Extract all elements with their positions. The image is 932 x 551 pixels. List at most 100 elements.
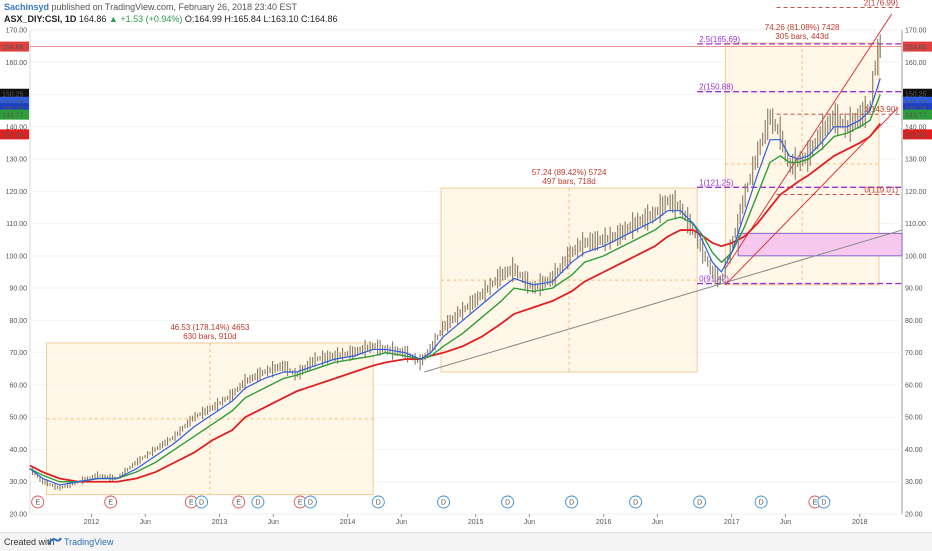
- y-tick-right: 50.00: [905, 415, 923, 422]
- x-tick-label: Jun: [780, 519, 791, 526]
- left-price-tag-label: 137.65: [2, 132, 24, 139]
- y-tick-left: 160.00: [6, 60, 28, 67]
- y-tick-right: 60.00: [905, 382, 923, 389]
- y-tick-left: 80.00: [9, 318, 27, 325]
- x-tick-label: Jun: [268, 519, 279, 526]
- dividend-event-icon: [437, 495, 451, 509]
- dividend-event-icon: [371, 495, 385, 509]
- price-axis-tag-label: 143.77: [905, 113, 927, 120]
- dividend-event-icon: [754, 495, 768, 509]
- y-tick-left: 90.00: [9, 286, 27, 293]
- y-tick-left: 40.00: [9, 447, 27, 454]
- event-marker-label: D: [821, 500, 826, 507]
- y-tick-left: 120.00: [6, 189, 28, 196]
- dividend-event-icon: [501, 495, 515, 509]
- publish-info: published on TradingView.com, February 2…: [51, 2, 298, 12]
- left-price-tag: [0, 103, 29, 114]
- price-axis-tag: [903, 109, 932, 120]
- trendline: [424, 229, 903, 373]
- price-axis-tag-label: 150.25: [905, 92, 927, 99]
- price-axis-tag-label: 137.65: [905, 132, 927, 139]
- symbol-label[interactable]: ASX_DIY:CSI, 1D: [4, 14, 77, 24]
- y-tick-left: 20.00: [9, 512, 27, 519]
- y-tick-left: 100.00: [6, 253, 28, 260]
- earnings-event-icon: [232, 495, 246, 509]
- event-marker-label: D: [569, 500, 574, 507]
- event-marker-label: D: [505, 500, 510, 507]
- x-tick-label: 2017: [724, 519, 740, 526]
- dividend-event-icon: [565, 495, 579, 509]
- left-price-tag: [0, 41, 29, 52]
- event-marker-label: D: [376, 500, 381, 507]
- publish-header: Sachinsyd published on TradingView.com, …: [4, 2, 297, 12]
- price-axis-tag: [903, 103, 932, 114]
- event-marker-label: D: [697, 500, 702, 507]
- tradingview-logo-icon: [48, 537, 62, 545]
- event-marker-label: E: [813, 500, 818, 507]
- footer-bar: Created with TradingView: [0, 532, 932, 551]
- measure-bars-label: 497 bars, 718d: [542, 177, 595, 186]
- y-tick-right: 90.00: [905, 286, 923, 293]
- event-marker-label: E: [236, 500, 241, 507]
- event-marker-label: D: [199, 500, 204, 507]
- event-marker-label: D: [308, 500, 313, 507]
- x-tick-label: 2015: [468, 519, 484, 526]
- price-axis-tag: [903, 88, 932, 99]
- y-tick-right: 40.00: [905, 447, 923, 454]
- x-tick-label: Jun: [396, 519, 407, 526]
- x-tick-label: 2016: [596, 519, 612, 526]
- measure-label: 57.24 (89.42%) 5724: [532, 168, 607, 177]
- price-chart[interactable]: 20.00 20.00 30.00 30.00 40.00 40.00 50.00 50.00…: [0, 0, 932, 532]
- author-name[interactable]: Sachinsyd: [4, 2, 50, 12]
- ohlc-values: O:164.99 H:165.84 L:163.10 C:164.86: [184, 14, 338, 24]
- earnings-event-icon: [104, 495, 118, 509]
- price-axis-tag: [903, 96, 932, 107]
- event-marker-label: D: [441, 500, 446, 507]
- ema-mid-line: [29, 94, 881, 483]
- x-tick-label: 2014: [340, 519, 356, 526]
- y-tick-right: 80.00: [905, 318, 923, 325]
- y-tick-right: 160.00: [905, 60, 927, 67]
- dividend-event-icon: [251, 495, 265, 509]
- event-marker-label: D: [759, 500, 764, 507]
- y-tick-left: 50.00: [9, 415, 27, 422]
- x-tick-label: 2013: [212, 519, 228, 526]
- x-tick-label: 2018: [852, 519, 868, 526]
- y-tick-right: 130.00: [905, 157, 927, 164]
- fib-level-label: 1(121.25): [699, 178, 734, 187]
- y-tick-left: 70.00: [9, 350, 27, 357]
- y-tick-right: 120.00: [905, 189, 927, 196]
- dividend-event-icon: [693, 495, 707, 509]
- fib-level-label: 2(150.88): [699, 83, 734, 92]
- y-tick-right: 20.00: [905, 512, 923, 519]
- left-price-tag: [0, 96, 29, 107]
- dividend-event-icon: [303, 495, 317, 509]
- y-tick-left: 170.00: [6, 28, 28, 35]
- y-tick-left: 130.00: [6, 157, 28, 164]
- y-tick-right: 70.00: [905, 350, 923, 357]
- event-marker-label: E: [189, 500, 194, 507]
- measure-label: 74.26 (81.08%) 7428: [765, 23, 840, 32]
- dividend-event-icon: [817, 495, 831, 509]
- measure-bars-label: 630 bars, 910d: [183, 332, 236, 341]
- y-tick-right: 140.00: [905, 124, 927, 131]
- event-marker-label: E: [298, 500, 303, 507]
- y-tick-right: 110.00: [905, 221, 926, 228]
- x-tick-label: Jun: [652, 519, 663, 526]
- y-tick-right: 100.00: [905, 253, 927, 260]
- y-tick-left: 30.00: [9, 479, 27, 486]
- dividend-event-icon: [629, 495, 643, 509]
- fib-extension-label: 1(143.90): [864, 105, 899, 114]
- price-axis-tag: [903, 129, 932, 140]
- price-change: ▲ +1.53 (+0.94%): [108, 14, 183, 24]
- y-tick-left: 140.00: [6, 124, 28, 131]
- event-marker-label: E: [108, 500, 113, 507]
- event-marker-label: D: [633, 500, 638, 507]
- trendline: [724, 13, 893, 270]
- event-marker-label: E: [35, 500, 40, 507]
- left-price-tag: [0, 109, 29, 120]
- tradingview-brand[interactable]: TradingView: [64, 537, 114, 547]
- left-price-tag: [0, 88, 29, 99]
- event-marker-label: D: [255, 500, 260, 507]
- fib-extension-label: 0(119.01): [864, 186, 898, 195]
